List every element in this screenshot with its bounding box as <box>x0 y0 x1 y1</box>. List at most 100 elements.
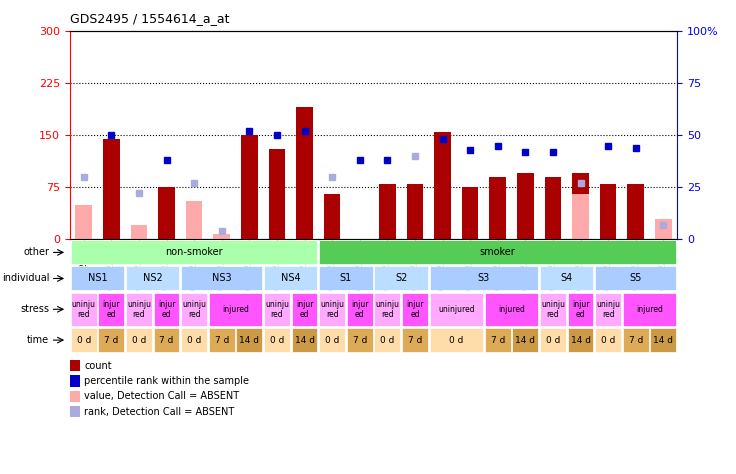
Text: injur
ed: injur ed <box>102 300 120 319</box>
Bar <box>181 293 207 326</box>
Text: value, Detection Call = ABSENT: value, Detection Call = ABSENT <box>84 392 239 401</box>
Text: individual: individual <box>1 273 49 283</box>
Text: uninju
red: uninju red <box>541 300 565 319</box>
Text: injur
ed: injur ed <box>158 300 175 319</box>
Bar <box>154 328 180 352</box>
Text: S3: S3 <box>478 273 490 283</box>
Bar <box>126 328 152 352</box>
Text: uninju
red: uninju red <box>375 300 400 319</box>
Bar <box>264 293 290 326</box>
Text: injur
ed: injur ed <box>572 300 590 319</box>
Bar <box>434 132 450 239</box>
Text: count: count <box>84 361 112 371</box>
Bar <box>573 194 589 239</box>
Bar <box>567 293 593 326</box>
Text: percentile rank within the sample: percentile rank within the sample <box>84 376 249 386</box>
Bar <box>291 293 317 326</box>
Bar <box>545 177 562 239</box>
Bar <box>130 226 147 239</box>
Text: other: other <box>24 247 49 257</box>
Text: uninju
red: uninju red <box>320 300 344 319</box>
Bar <box>430 266 538 291</box>
Text: injur
ed: injur ed <box>406 300 424 319</box>
Bar <box>126 266 180 291</box>
Bar <box>379 184 396 239</box>
Bar <box>181 328 207 352</box>
Text: smoker: smoker <box>480 247 516 257</box>
Text: uninju
red: uninju red <box>265 300 289 319</box>
Bar <box>71 328 96 352</box>
Bar <box>567 328 593 352</box>
Text: injur
ed: injur ed <box>351 300 369 319</box>
Bar <box>158 187 175 239</box>
Text: 0 d: 0 d <box>132 336 146 345</box>
Bar <box>462 187 478 239</box>
Bar <box>595 293 621 326</box>
Bar <box>485 293 538 326</box>
Bar <box>99 293 124 326</box>
Text: 7 d: 7 d <box>214 336 229 345</box>
Text: S2: S2 <box>395 273 407 283</box>
Text: NS2: NS2 <box>143 273 163 283</box>
Text: 0 d: 0 d <box>601 336 615 345</box>
Text: S5: S5 <box>629 273 642 283</box>
Bar <box>209 328 235 352</box>
Text: 14 d: 14 d <box>239 336 259 345</box>
Text: 7 d: 7 d <box>104 336 118 345</box>
Bar <box>71 266 124 291</box>
Bar <box>375 266 428 291</box>
Bar <box>595 328 621 352</box>
Text: uninju
red: uninju red <box>596 300 620 319</box>
Text: 7 d: 7 d <box>408 336 422 345</box>
Bar <box>319 266 372 291</box>
Text: stress: stress <box>21 304 49 314</box>
Bar <box>209 293 262 326</box>
Bar <box>347 293 372 326</box>
Bar <box>264 266 317 291</box>
Text: 7 d: 7 d <box>159 336 174 345</box>
Bar <box>319 240 676 264</box>
Bar <box>347 328 372 352</box>
Bar <box>485 328 511 352</box>
Bar <box>70 391 80 402</box>
Text: injured: injured <box>498 305 525 314</box>
Bar <box>213 234 230 239</box>
Text: 0 d: 0 d <box>380 336 394 345</box>
Text: 0 d: 0 d <box>269 336 284 345</box>
Bar <box>627 184 644 239</box>
Text: uninju
red: uninju red <box>71 300 96 319</box>
Bar <box>651 328 676 352</box>
Bar <box>71 293 96 326</box>
Text: injured: injured <box>636 305 663 314</box>
Bar <box>324 194 340 239</box>
Text: 0 d: 0 d <box>187 336 202 345</box>
Text: 14 d: 14 d <box>515 336 535 345</box>
Text: injur
ed: injur ed <box>296 300 314 319</box>
Text: 14 d: 14 d <box>570 336 590 345</box>
Text: uninjured: uninjured <box>438 305 475 314</box>
Bar <box>623 293 676 326</box>
Bar <box>269 149 285 239</box>
Text: 0 d: 0 d <box>449 336 464 345</box>
Bar <box>375 328 400 352</box>
Text: uninju
red: uninju red <box>127 300 151 319</box>
Bar <box>70 375 80 386</box>
Bar <box>291 328 317 352</box>
Bar <box>402 328 428 352</box>
Bar <box>99 328 124 352</box>
Bar <box>430 293 483 326</box>
Text: 14 d: 14 d <box>294 336 314 345</box>
Bar <box>517 173 534 239</box>
Bar <box>540 328 566 352</box>
Bar <box>103 138 119 239</box>
Text: S4: S4 <box>561 273 573 283</box>
Bar <box>655 219 672 239</box>
Text: time: time <box>27 335 49 345</box>
Text: 7 d: 7 d <box>353 336 367 345</box>
Bar <box>264 328 290 352</box>
Text: NS1: NS1 <box>88 273 107 283</box>
Bar <box>623 328 648 352</box>
Text: 0 d: 0 d <box>325 336 339 345</box>
Text: 0 d: 0 d <box>545 336 560 345</box>
Bar <box>600 184 617 239</box>
